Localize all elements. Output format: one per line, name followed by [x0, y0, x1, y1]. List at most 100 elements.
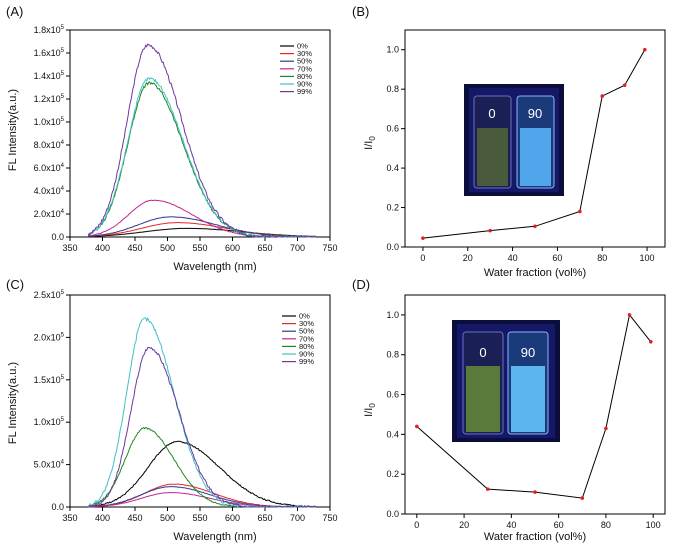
- y-tick-exponent: 5: [61, 48, 65, 54]
- y-tick-mantissa: 2.0x10: [34, 209, 61, 219]
- x-tick-label: 0: [420, 253, 425, 263]
- legend-label: 30%: [297, 49, 312, 58]
- x-tick-label: 350: [62, 513, 77, 523]
- y-tick-label: 2.5x105: [34, 290, 65, 300]
- panel-d-ylabel: I/I0: [363, 403, 377, 417]
- legend-label: 30%: [299, 319, 314, 328]
- y-tick-label: 0.8: [386, 84, 399, 94]
- y-tick-mantissa: 1.6x10: [34, 48, 61, 58]
- y-tick-label: 0.2: [386, 469, 399, 479]
- y-tick-label: 5.0x104: [34, 460, 65, 470]
- y-tick-label: 1.5x105: [34, 375, 65, 385]
- panel-d-inset-photo: 0 90: [452, 320, 560, 442]
- legend-label: 90%: [299, 350, 314, 359]
- y-tick-exponent: 4: [61, 186, 65, 192]
- y-tick-label: 6.0x104: [34, 163, 65, 173]
- x-tick-label: 20: [463, 253, 473, 263]
- x-tick-label: 500: [160, 513, 175, 523]
- y-tick-label: 2.0x105: [34, 332, 65, 342]
- x-tick-label: 700: [290, 513, 305, 523]
- x-tick-label: 40: [506, 520, 516, 530]
- series-line-90pct: [87, 77, 317, 239]
- panel-b: (B) Water fraction (vol%) I/I0 0 20 40 60 80…: [352, 4, 666, 279]
- panel-b-inset-photo: 0 90: [464, 84, 564, 196]
- cuvette-0-label: 0: [479, 345, 486, 360]
- x-tick-label: 750: [322, 513, 337, 523]
- panel-b-xlabel: Water fraction (vol%): [484, 267, 586, 279]
- cuvette-90-label: 90: [528, 106, 542, 121]
- y-tick-mantissa: 5.0x10: [34, 460, 61, 470]
- panel-d-ylabel-main: I/I: [363, 408, 375, 417]
- y-tick-label: 2.0x104: [34, 209, 65, 219]
- cuvette-90-glow: [511, 366, 545, 432]
- cuvette-90-glow: [520, 128, 551, 186]
- x-tick-label: 60: [554, 520, 564, 530]
- panel-a: (A) Wavelength (nm) FL Intensity(a.u.) 3…: [6, 4, 338, 273]
- panel-d-ylabel-sub: 0: [368, 403, 377, 408]
- y-tick-mantissa: 0.0: [51, 232, 64, 242]
- x-tick-label: 700: [290, 243, 305, 253]
- cuvette-90-liquid: [520, 128, 551, 186]
- y-tick-exponent: 4: [61, 140, 65, 146]
- data-point: [488, 228, 492, 233]
- y-tick-exponent: 5: [61, 375, 65, 381]
- series-line-90pct: [87, 317, 317, 508]
- x-tick-label: 400: [95, 243, 110, 253]
- cuvette-90-liquid: [511, 366, 545, 432]
- cuvette-0-label: 0: [488, 106, 495, 121]
- x-tick-label: 650: [257, 243, 272, 253]
- x-tick-label: 100: [640, 253, 655, 263]
- y-tick-label: 0.8: [386, 350, 399, 360]
- y-tick-label: 0.6: [386, 124, 399, 134]
- data-point: [533, 490, 537, 494]
- y-tick-mantissa: 1.2x10: [34, 94, 61, 104]
- x-tick-label: 550: [192, 243, 207, 253]
- y-tick-mantissa: 1.0x10: [34, 117, 61, 127]
- panel-c-ylabel: FL Intensity(a.u.): [7, 362, 19, 444]
- y-tick-label: 1.0: [386, 310, 399, 320]
- y-tick-label: 0.0: [51, 232, 64, 242]
- panel-a-label: (A): [6, 4, 23, 19]
- x-tick-label: 100: [646, 520, 661, 530]
- y-tick-label: 1.0x105: [34, 417, 65, 427]
- y-tick-mantissa: 4.0x10: [34, 186, 61, 196]
- series-line-30pct: [88, 222, 317, 238]
- panel-d-label: (D): [352, 277, 370, 292]
- y-tick-mantissa: 0.0: [51, 502, 64, 512]
- x-tick-label: 80: [601, 520, 611, 530]
- series-line-99pct: [87, 43, 317, 238]
- panel-c-label: (C): [6, 277, 24, 292]
- y-tick-label: 0.0: [386, 242, 399, 252]
- series-line-99pct: [88, 346, 317, 508]
- y-tick-label: 0.0: [51, 502, 64, 512]
- y-tick-label: 0.6: [386, 390, 399, 400]
- y-tick-exponent: 5: [61, 94, 65, 100]
- plot-frame: [404, 294, 666, 515]
- panel-c: (C) Wavelength (nm) FL Intensity(a.u.) 3…: [6, 277, 338, 543]
- legend-label: 70%: [297, 64, 312, 73]
- y-tick-mantissa: 1.0x10: [34, 417, 61, 427]
- panel-b-label: (B): [352, 4, 369, 19]
- y-tick-mantissa: 1.4x10: [34, 71, 61, 81]
- y-tick-label: 1.2x105: [34, 94, 65, 104]
- legend-label: 99%: [299, 357, 314, 366]
- y-tick-exponent: 5: [61, 417, 65, 423]
- x-tick-label: 0: [414, 520, 419, 530]
- x-tick-label: 450: [127, 243, 142, 253]
- x-tick-label: 550: [192, 513, 207, 523]
- y-tick-label: 1.4x105: [34, 71, 65, 81]
- panel-b-ylabel-sub: 0: [368, 136, 377, 141]
- legend-label: 50%: [297, 57, 312, 66]
- y-tick-exponent: 4: [61, 163, 65, 169]
- panel-c-xlabel: Wavelength (nm): [173, 531, 256, 543]
- y-tick-label: 1.0x105: [34, 117, 65, 127]
- data-point: [580, 496, 585, 500]
- x-tick-label: 500: [160, 243, 175, 253]
- data-point: [578, 209, 582, 214]
- y-tick-label: 0.2: [386, 203, 399, 213]
- y-tick-mantissa: 1.8x10: [34, 25, 61, 35]
- y-tick-mantissa: 2.0x10: [34, 332, 61, 342]
- data-point: [485, 487, 490, 491]
- y-tick-mantissa: 1.5x10: [34, 375, 61, 385]
